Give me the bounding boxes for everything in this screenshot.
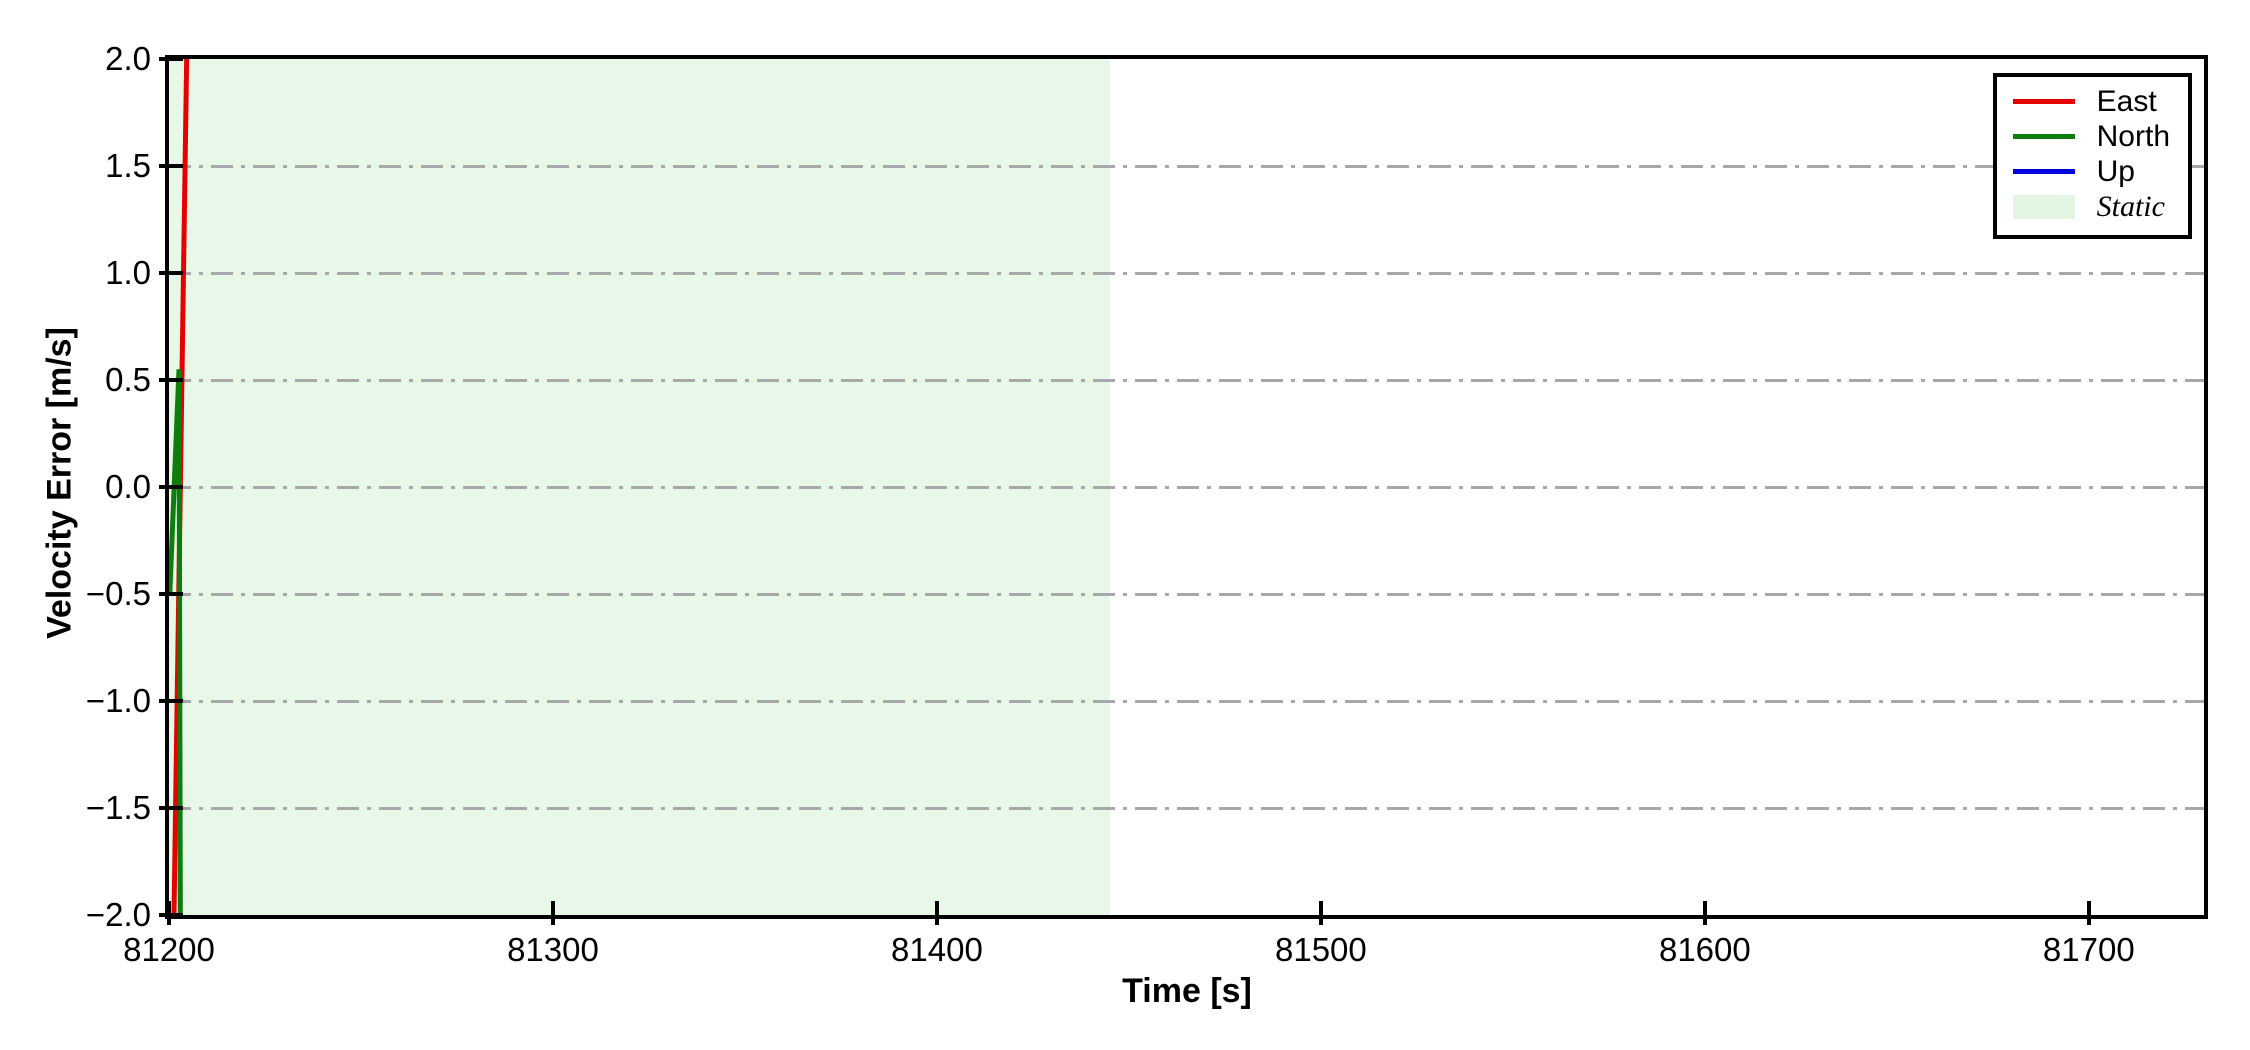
x-tick-label: 81300 [507,931,599,968]
x-tick-mark [1318,901,1323,925]
gridline [169,164,2204,168]
x-tick-mark [2086,901,2091,925]
legend-swatch-east [2012,99,2075,104]
legend-label-east: East [2096,84,2157,118]
y-tick-label: −0.5 [85,575,151,612]
x-tick-mark [934,901,939,925]
gridline [169,592,2204,596]
legend-swatch-up [2012,169,2075,174]
legend-row-up: Up [2012,154,2170,188]
y-tick-label: −1.5 [85,789,151,826]
y-tick-mark [159,271,183,275]
y-tick-label: 1.0 [105,254,151,291]
y-tick-label: −2.0 [85,896,151,933]
series-lines [169,59,190,915]
legend-row-north: North [2012,119,2170,153]
y-tick-label: 1.5 [105,147,151,184]
legend-row-east: East [2012,84,2170,118]
gridline [169,806,2204,810]
x-tick-label: 81200 [123,931,215,968]
legend-row-static: Static [2012,189,2170,223]
plot-area: East North Up Static 81200 81300 81400 81500 81… [86,40,2208,968]
y-tick-mark [159,485,183,489]
x-tick-mark [550,901,555,925]
x-axis-label: Time [s] [1122,972,1252,1010]
y-tick-mark [159,378,183,382]
x-tick-label: 81700 [2042,931,2135,968]
y-tick-mark [159,699,183,703]
y-axis-label: Velocity Error [m/s] [40,327,79,639]
legend-label-static: Static [2096,189,2165,223]
legend: East North Up Static [1992,73,2192,239]
y-tick-mark [159,806,183,810]
y-tick-mark [159,913,183,917]
y-tick-label: −1.0 [85,682,151,719]
x-tick-mark [1702,901,1707,925]
legend-label-north: North [2096,119,2170,153]
x-tick-label: 81600 [1658,931,1751,968]
x-tick-label: 81400 [891,931,983,968]
y-tick-label: 2.0 [105,40,151,77]
y-tick-label: 0.5 [105,361,151,398]
legend-swatch-static [2012,194,2075,219]
y-tick-label: 0.0 [105,468,151,505]
legend-swatch-north [2012,134,2075,139]
gridline [169,699,2204,703]
y-tick-mark [159,57,183,61]
legend-label-up: Up [2096,154,2135,188]
series-north [169,369,183,915]
gridline [169,271,2204,275]
y-tick-mark [159,592,183,596]
gridline [169,485,2204,489]
gridline [169,378,2204,382]
y-tick-mark [159,164,183,168]
x-tick-label: 81500 [1274,931,1367,968]
